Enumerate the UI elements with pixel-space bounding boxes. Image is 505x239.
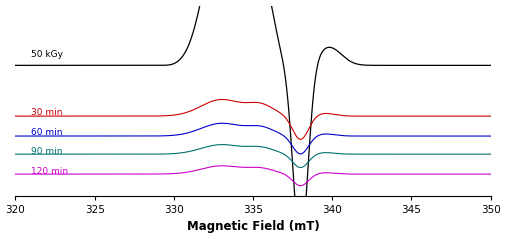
Text: 120 min: 120 min [31,167,68,176]
Text: 30 min: 30 min [31,108,63,117]
Text: 60 min: 60 min [31,128,63,137]
X-axis label: Magnetic Field (mT): Magnetic Field (mT) [186,220,319,234]
Text: 90 min: 90 min [31,147,63,156]
Text: 50 kGy: 50 kGy [31,50,63,59]
